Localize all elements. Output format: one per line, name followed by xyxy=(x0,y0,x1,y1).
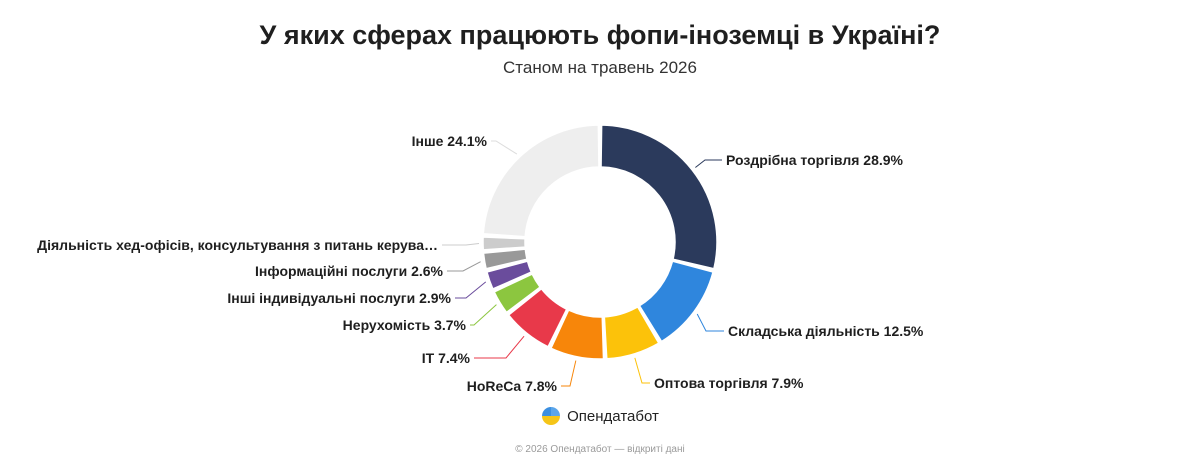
footer-text: © 2026 Опендатабот — відкриті дані xyxy=(515,444,685,455)
donut-slice[interactable] xyxy=(482,236,526,251)
donut-slice[interactable] xyxy=(493,273,541,314)
leader-line xyxy=(470,304,497,326)
chart-subtitle: Станом на травень 2026 xyxy=(503,58,697,77)
leader-line xyxy=(491,140,518,155)
donut-slice[interactable] xyxy=(482,124,600,238)
leader-line xyxy=(442,243,480,246)
donut-slice[interactable] xyxy=(486,260,533,290)
chart-title: У яких сферах працюють фопи-іноземці в У… xyxy=(259,20,941,50)
slice-label: Оптова торгівля 7.9% xyxy=(654,375,804,391)
slice-label: Діяльність хед-офісів, консультування з … xyxy=(37,237,438,253)
leader-line xyxy=(695,159,722,168)
leader-line xyxy=(455,281,487,299)
leader-line xyxy=(447,261,481,272)
slice-label: Роздрібна торгівля 28.9% xyxy=(726,152,904,168)
slice-label: Інші індивідуальні послуги 2.9% xyxy=(227,290,451,306)
donut-slice[interactable] xyxy=(550,309,605,360)
slice-label: Нерухомість 3.7% xyxy=(343,317,467,333)
slice-label: Інформаційні послуги 2.6% xyxy=(255,263,444,279)
brand: Опендатабот xyxy=(0,406,1200,426)
donut-slice[interactable] xyxy=(600,124,718,270)
slice-label: Інше 24.1% xyxy=(412,133,488,149)
donut-slice[interactable] xyxy=(507,288,568,348)
brand-name: Опендатабот xyxy=(567,407,659,425)
slice-label: IT 7.4% xyxy=(422,350,471,366)
donut-slice[interactable] xyxy=(603,306,660,360)
slice-label: HoReCa 7.8% xyxy=(467,378,558,394)
opendatabot-logo-icon xyxy=(542,407,561,425)
leader-line xyxy=(474,335,525,359)
donut-slice[interactable] xyxy=(638,260,714,343)
leader-line xyxy=(696,313,724,332)
slice-label: Складська діяльність 12.5% xyxy=(728,323,924,339)
leader-line xyxy=(634,357,650,384)
leader-line xyxy=(561,360,577,387)
donut-slice[interactable] xyxy=(482,248,528,270)
